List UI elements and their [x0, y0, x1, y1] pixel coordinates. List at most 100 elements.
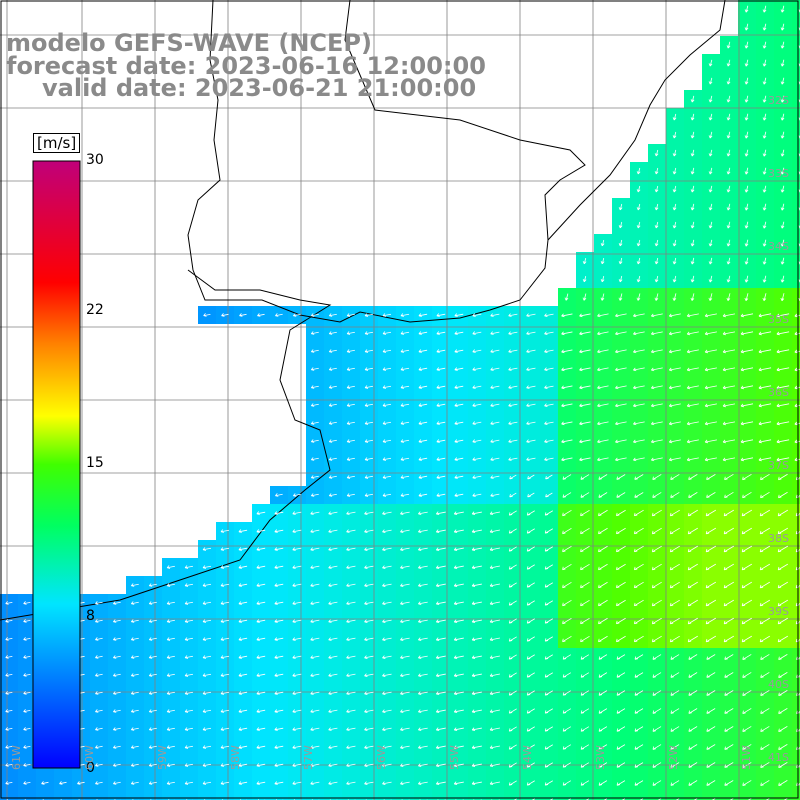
wind-arrow: [435, 727, 446, 731]
wind-arrow: [615, 367, 627, 372]
wind-arrow: [650, 367, 663, 372]
wind-arrow: [238, 619, 248, 623]
wind-arrow: [580, 617, 590, 625]
wind-cell: [540, 792, 558, 800]
wind-cell: [378, 792, 396, 800]
wind-arrow: [130, 781, 139, 785]
wind-arrow: [328, 403, 337, 407]
wind-arrow: [274, 745, 284, 749]
wind-arrow: [544, 582, 553, 588]
wind-arrow: [794, 349, 800, 354]
wind-arrow: [400, 709, 410, 713]
wind-arrow: [238, 673, 248, 677]
wind-arrow: [776, 331, 790, 336]
wind-arrow: [618, 221, 623, 229]
wind-arrow: [418, 745, 428, 749]
wind-arrow: [364, 655, 374, 659]
wind-arrow: [435, 637, 446, 641]
wind-arrow: [489, 511, 500, 516]
wind-arrow: [780, 5, 785, 13]
wind-arrow: [202, 655, 212, 659]
wind-arrow: [636, 257, 641, 265]
wind-arrow: [471, 601, 482, 606]
wind-arrow: [526, 636, 535, 642]
wind-arrow: [435, 511, 446, 515]
wind-arrow: [95, 727, 103, 731]
wind-arrow: [580, 672, 590, 678]
wind-cell: [792, 288, 800, 306]
wind-arrow: [382, 313, 392, 317]
wind-arrow: [777, 581, 789, 589]
wind-arrow: [740, 421, 754, 426]
wind-arrow: [744, 275, 749, 283]
wind-arrow: [418, 691, 428, 695]
wind-arrow: [508, 600, 517, 606]
wind-arrow: [744, 77, 749, 85]
wind-cell: [342, 792, 360, 800]
wind-arrow: [238, 529, 248, 533]
wind-arrow: [579, 457, 591, 462]
wind-arrow: [508, 726, 517, 732]
wind-arrow: [652, 672, 662, 678]
lat-label: 38S: [768, 532, 789, 545]
wind-arrow: [549, 798, 553, 800]
wind-arrow: [364, 313, 374, 317]
wind-arrow: [706, 672, 716, 678]
wind-arrow: [112, 691, 121, 695]
wind-arrow: [760, 690, 770, 696]
wind-arrow: [130, 673, 139, 677]
wind-arrow: [722, 331, 736, 336]
wind-arrow: [5, 781, 13, 785]
wind-arrow: [760, 654, 770, 660]
wind-arrow: [633, 509, 644, 517]
wind-arrow: [471, 745, 482, 750]
wind-arrow: [274, 709, 284, 713]
wind-arrow: [639, 798, 644, 800]
wind-arrow: [600, 239, 605, 247]
wind-cell: [792, 72, 800, 90]
wind-arrow: [328, 547, 338, 551]
wind-arrow: [435, 673, 446, 677]
wind-arrow: [759, 617, 771, 625]
wind-arrow: [544, 349, 554, 353]
wind-arrow: [744, 203, 749, 211]
wind-arrow: [705, 617, 717, 625]
wind-arrow: [740, 349, 754, 354]
wind-arrow: [275, 313, 283, 317]
wind-arrow: [526, 403, 536, 407]
wind-arrow: [652, 744, 662, 750]
wind-arrow: [741, 599, 753, 607]
wind-arrow: [382, 709, 392, 713]
wind-arrow: [292, 565, 302, 569]
wind-arrow: [292, 547, 302, 551]
wind-arrow: [5, 637, 13, 641]
wind-arrow: [722, 313, 736, 318]
wind-arrow: [418, 421, 428, 425]
wind-arrow: [346, 457, 355, 461]
wind-arrow: [616, 708, 626, 714]
wind-arrow: [633, 385, 645, 390]
wind-arrow: [634, 672, 644, 678]
wind-arrow: [328, 691, 338, 695]
wind-arrow: [672, 203, 677, 211]
wind-arrow: [382, 403, 392, 407]
wind-arrow: [436, 403, 446, 407]
wind-arrow: [618, 257, 623, 265]
wind-arrow: [148, 637, 157, 641]
wind-arrow: [436, 313, 446, 317]
wind-arrow: [633, 581, 644, 589]
wind-arrow: [758, 313, 772, 318]
wind-arrow: [668, 403, 681, 408]
wind-arrow: [328, 511, 338, 515]
wind-arrow: [292, 745, 302, 749]
wind-arrow: [794, 439, 800, 444]
wind-arrow: [744, 221, 749, 229]
wind-arrow: [598, 635, 608, 643]
wind-arrow: [704, 403, 717, 408]
wind-arrow: [562, 617, 572, 625]
wind-arrow: [724, 492, 734, 499]
wind-arrow: [471, 781, 482, 786]
wind-arrow: [472, 331, 482, 335]
wind-arrow: [328, 601, 338, 605]
wind-arrow: [221, 313, 229, 317]
